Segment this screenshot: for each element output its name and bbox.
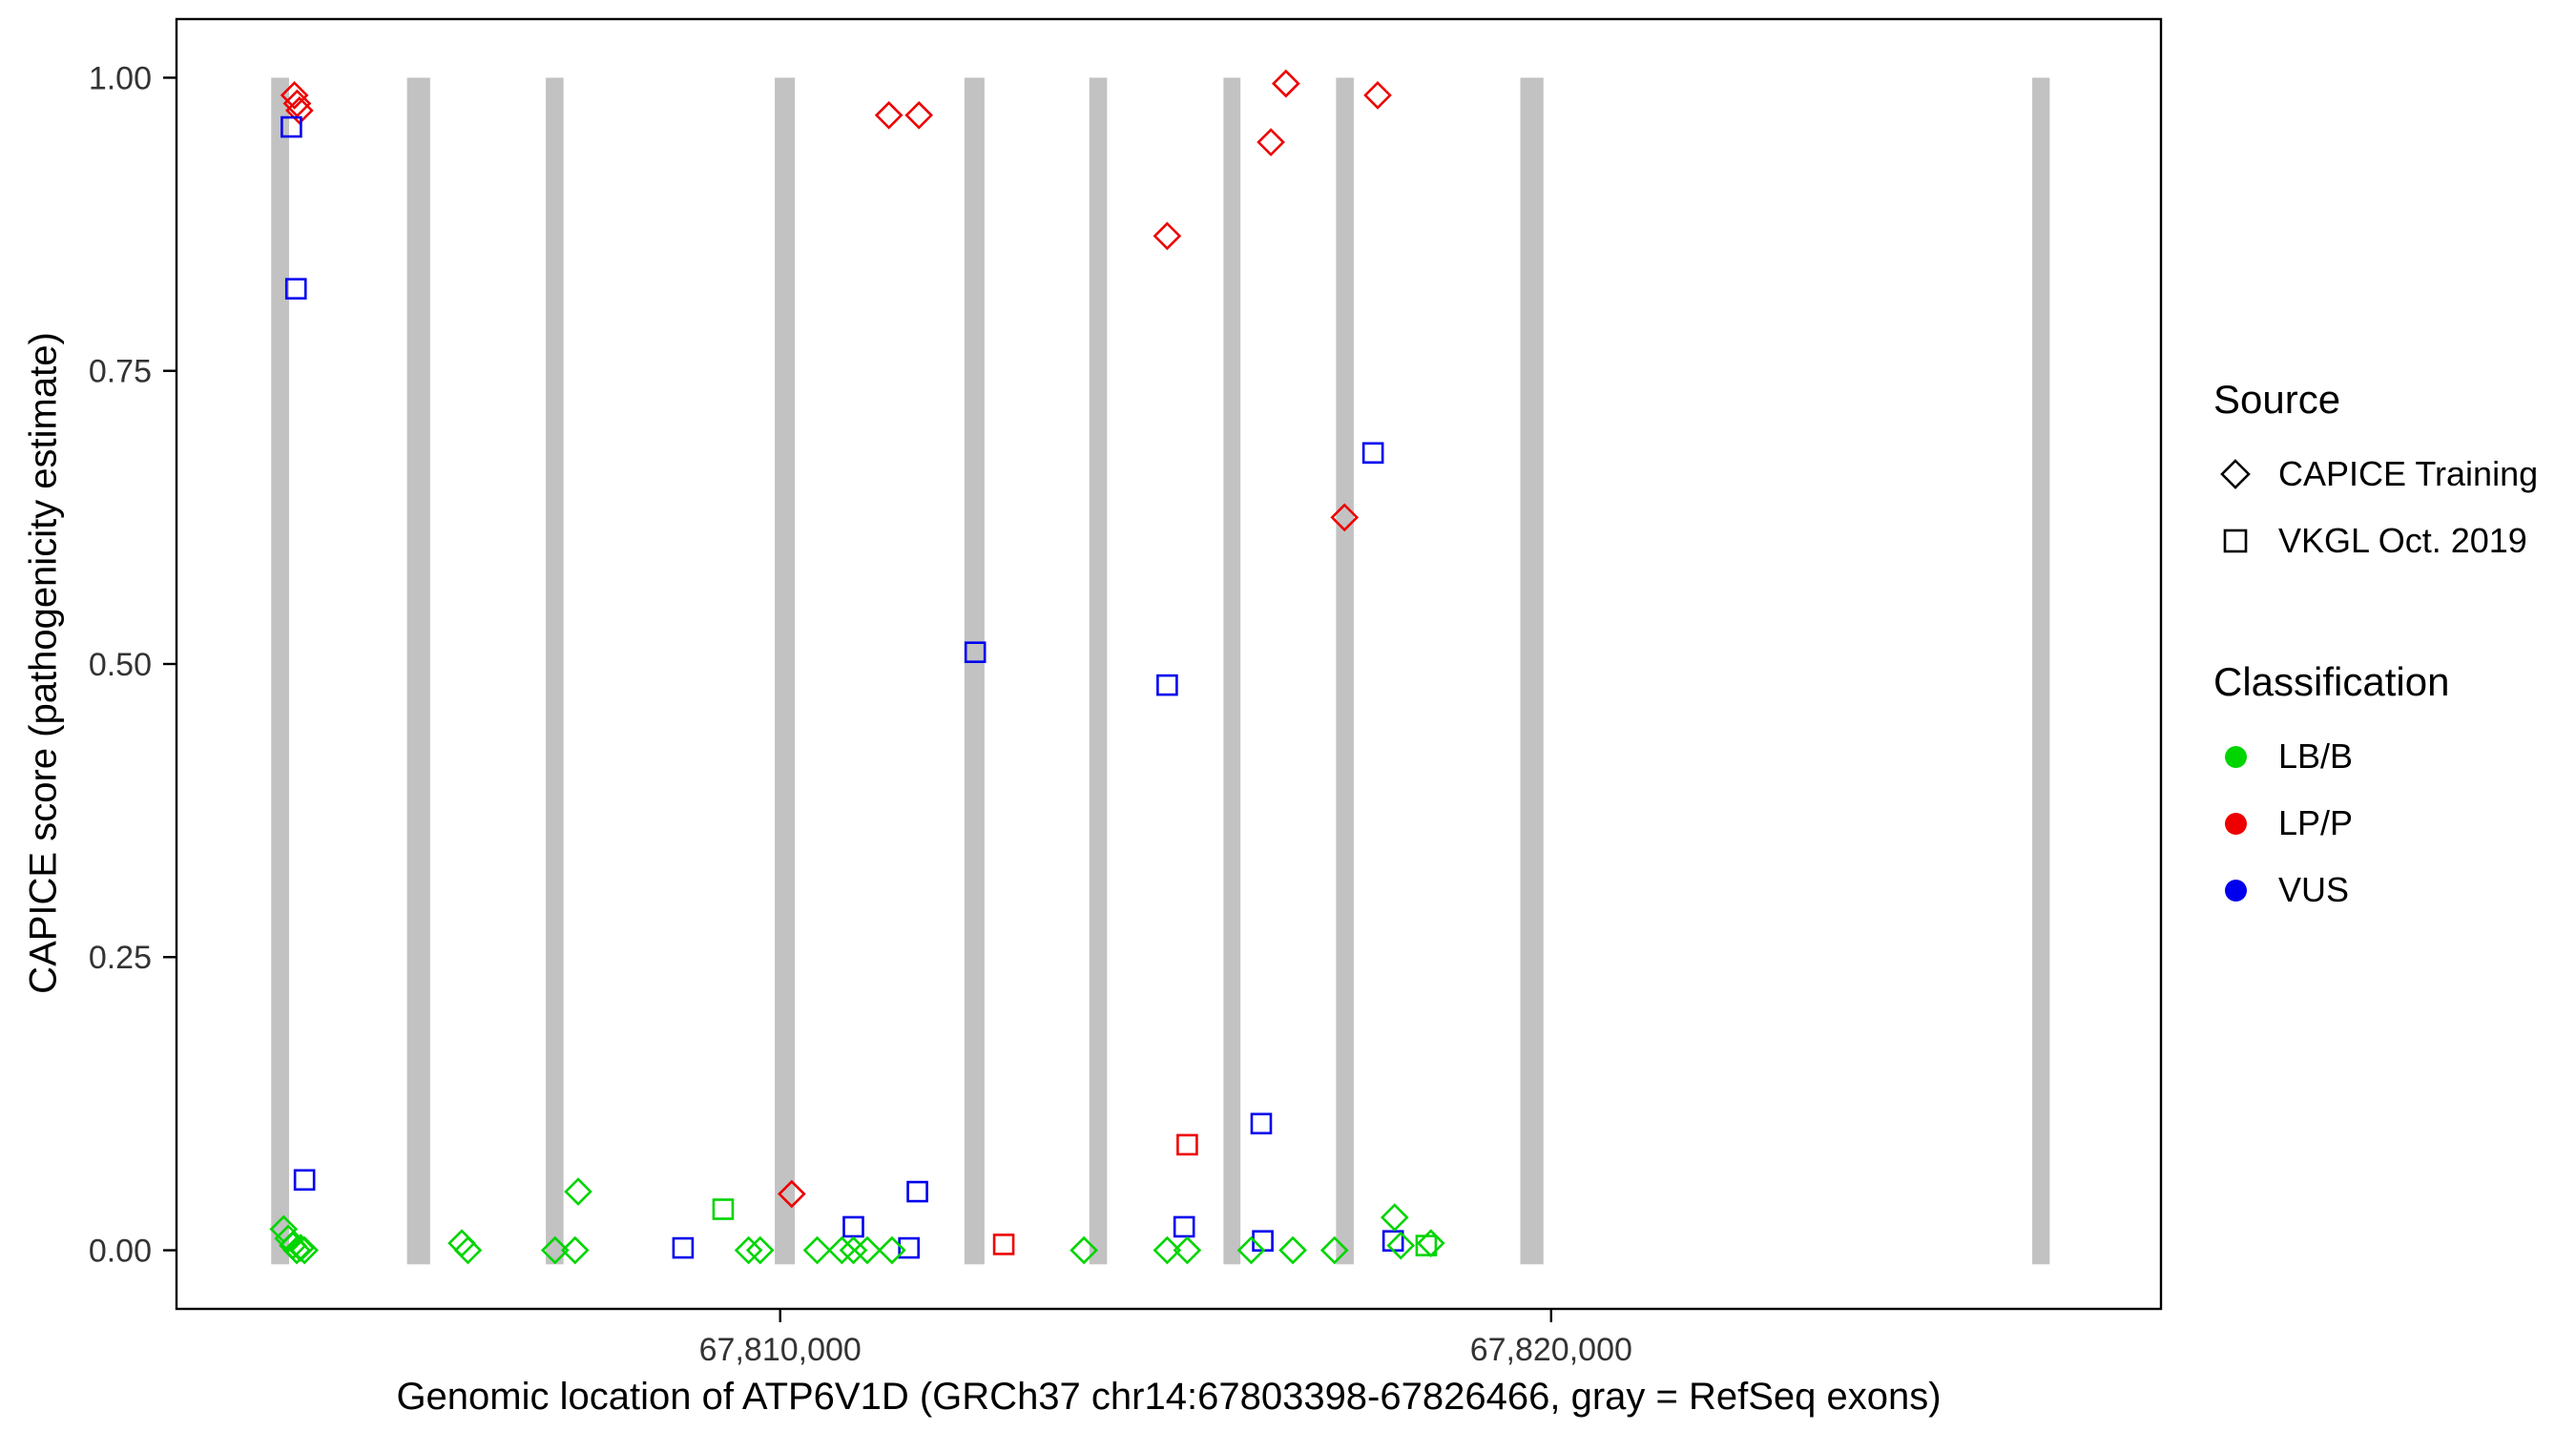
exon-bar [2032,77,2050,1265]
data-point-diamond [1070,1235,1098,1265]
exon-bar [1223,77,1241,1265]
red-dot-icon [2213,801,2257,845]
legend-item-lbb: LB/B [2213,723,2538,790]
data-point-diamond [560,1235,590,1265]
data-point-diamond [453,1235,483,1265]
data-point-square [1252,1230,1274,1253]
exon-bar [406,77,430,1265]
data-point-diamond [1330,503,1360,532]
data-point-square [898,1236,920,1259]
exon-bar [964,77,985,1265]
data-point-diamond [802,1235,832,1265]
data-point-diamond [1386,1231,1416,1260]
legend-item-label: LP/P [2278,803,2354,842]
y-tick-label: 0.50 [89,647,152,683]
exon-bar [775,77,796,1265]
data-point-diamond [1173,1235,1202,1265]
data-point-diamond [1153,1235,1182,1265]
data-point-square [992,1234,1015,1255]
data-point-diamond [1257,128,1285,156]
exon-bar [1336,77,1354,1265]
data-point-square [1361,442,1384,465]
exon-bar [1520,77,1544,1265]
data-point-diamond [1416,1229,1445,1258]
y-tick-label: 0.25 [89,940,152,976]
data-point-square [964,641,987,664]
x-tick-label: 67,820,000 [1470,1332,1632,1368]
data-point-diamond [564,1177,592,1206]
data-point-diamond [874,100,904,130]
data-point-square [1156,674,1178,696]
data-point-diamond [827,1235,857,1265]
data-point-diamond [734,1235,763,1265]
data-point-diamond [839,1235,868,1265]
legend: Source CAPICE Training VKGL Oct. 2019 Cl… [2213,380,2538,923]
data-point-diamond [285,96,314,125]
data-point-square [1415,1234,1438,1256]
y-tick-label: 0.00 [89,1233,152,1269]
data-point-diamond [1363,81,1392,110]
data-point-diamond [540,1235,570,1265]
data-point-square [712,1198,735,1220]
y-axis-title: CAPICE score (pathogenicity estimate) [22,332,65,994]
legend-item-vus: VUS [2213,857,2538,923]
data-point-diamond [1271,69,1300,98]
data-point-diamond [1380,1203,1409,1232]
legend-item-lpp: LP/P [2213,790,2538,857]
legend-item-label: VUS [2278,870,2350,909]
data-point-diamond [878,1235,906,1265]
data-point-diamond [274,1224,303,1254]
data-point-square [280,115,302,138]
data-point-diamond [1153,221,1182,251]
y-tick-label: 0.75 [89,354,152,390]
data-point-diamond [282,89,312,118]
x-axis-title: Genomic location of ATP6V1D (GRCh37 chr1… [396,1376,1942,1418]
data-point-square [842,1215,864,1238]
exon-bar [1089,77,1108,1265]
data-point-diamond [1236,1235,1266,1265]
square-icon [2213,519,2257,563]
data-point-square [906,1180,928,1203]
legend-item-label: VKGL Oct. 2019 [2278,521,2527,560]
data-point-square [293,1169,316,1192]
data-point-square [284,278,307,300]
data-point-square [1173,1215,1195,1238]
data-point-square [672,1236,695,1259]
green-dot-icon [2213,735,2257,778]
blue-dot-icon [2213,868,2257,912]
data-point-diamond [778,1179,806,1209]
diamond-icon [2213,452,2257,496]
legend-item-capice-training: CAPICE Training [2213,441,2538,508]
data-point-diamond [1278,1235,1307,1265]
data-point-diamond [853,1235,882,1265]
legend-classification-title: Classification [2213,659,2450,704]
exon-bar [546,77,564,1265]
x-tick-label: 67,810,000 [699,1332,862,1368]
data-point-square [1250,1112,1273,1135]
data-point-square [1176,1133,1198,1156]
panel-border [175,17,2163,1311]
exon-bar [271,77,289,1265]
legend-source-title: Source [2213,377,2341,422]
y-tick-label: 1.00 [89,60,152,96]
data-point-diamond [904,100,934,130]
data-point-diamond [280,81,309,110]
data-point-diamond [290,1235,319,1265]
legend-item-label: CAPICE Training [2278,454,2539,493]
data-point-diamond [745,1235,775,1265]
legend-item-label: LB/B [2278,736,2354,776]
legend-item-vkgl: VKGL Oct. 2019 [2213,508,2538,574]
data-point-diamond [1319,1235,1349,1265]
